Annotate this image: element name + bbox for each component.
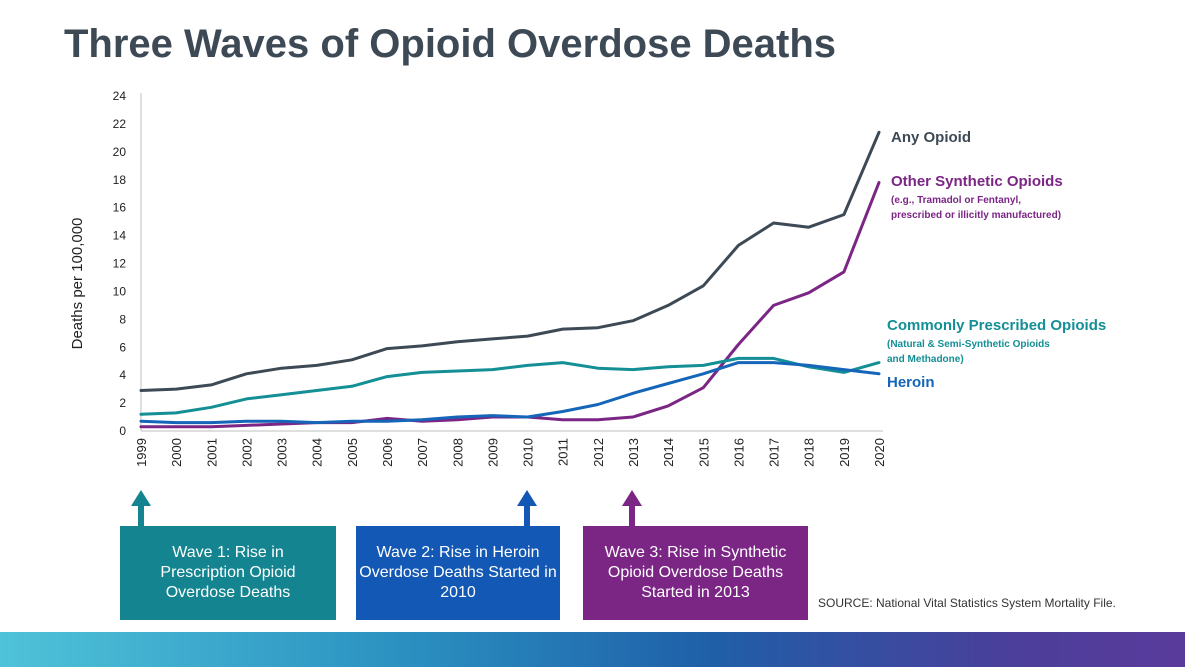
wave-2-arrow-icon xyxy=(517,490,537,526)
x-tick-label: 2012 xyxy=(591,438,606,467)
y-tick-label: 18 xyxy=(113,173,127,187)
x-tick-label: 2018 xyxy=(802,438,817,467)
x-tick-label: 2020 xyxy=(872,438,887,467)
y-tick-label: 2 xyxy=(119,396,126,410)
wave-1-arrow-icon xyxy=(131,490,151,526)
wave-3-arrow-icon xyxy=(622,490,642,526)
x-tick-label: 2011 xyxy=(556,438,571,466)
y-tick-label: 20 xyxy=(113,145,127,159)
y-tick-label: 12 xyxy=(113,257,127,271)
x-tick-label: 1999 xyxy=(134,438,149,467)
series-line-any-opioid xyxy=(139,130,881,392)
page-title: Three Waves of Opioid Overdose Deaths xyxy=(64,22,837,66)
x-tick-label: 2003 xyxy=(275,438,290,467)
x-tick-label: 2007 xyxy=(415,438,430,467)
y-tick-label: 6 xyxy=(119,340,126,354)
wave-1-box: Wave 1: Rise in Prescription Opioid Over… xyxy=(120,526,336,620)
label-other-synthetic-note-1: (e.g., Tramadol or Fentanyl, xyxy=(891,195,1022,206)
x-tick-label: 2015 xyxy=(696,438,711,467)
x-tick-label: 2016 xyxy=(731,438,746,467)
wave-2-label: Wave 2: Rise in Heroin Overdose Deaths S… xyxy=(359,544,557,601)
series-line-heroin xyxy=(139,361,881,425)
wave-2-box: Wave 2: Rise in Heroin Overdose Deaths S… xyxy=(356,526,560,620)
y-tick-label: 22 xyxy=(113,117,127,131)
x-tick-label: 2004 xyxy=(310,438,325,467)
series-line-commonly-prescribed-opioids xyxy=(139,356,881,416)
label-commonly-prescribed-note-2: and Methadone) xyxy=(887,354,964,365)
x-tick-label: 2008 xyxy=(450,438,465,467)
label-any-opioid-name: Any Opioid xyxy=(891,129,971,146)
x-tick-label: 2019 xyxy=(837,438,852,467)
wave-3-box: Wave 3: Rise in Synthetic Opioid Overdos… xyxy=(583,526,808,620)
label-commonly-prescribed-note-1: (Natural & Semi-Synthetic Opioids xyxy=(887,339,1050,350)
y-tick-label: 14 xyxy=(113,229,127,243)
label-heroin-name: Heroin xyxy=(887,374,935,391)
y-tick-label: 4 xyxy=(119,368,126,382)
x-tick-label: 2017 xyxy=(767,438,782,467)
wave-1-label: Wave 1: Rise in Prescription Opioid Over… xyxy=(160,544,296,601)
x-tick-label: 2014 xyxy=(661,438,676,467)
label-other-synthetic-name: Other Synthetic Opioids xyxy=(891,173,1063,190)
y-tick-label: 10 xyxy=(113,284,127,298)
wave-3-label: Wave 3: Rise in Synthetic Opioid Overdos… xyxy=(604,544,787,601)
x-tick-label: 2000 xyxy=(169,438,184,467)
y-tick-label: 8 xyxy=(119,312,126,326)
x-tick-label: 2006 xyxy=(380,438,395,467)
label-any-opioid: Any Opioid xyxy=(891,129,971,146)
label-other-synthetic-note-2: prescribed or illicitly manufactured) xyxy=(891,210,1062,221)
footer-band xyxy=(0,632,1185,667)
label-commonly-prescribed: Commonly Prescribed Opioids (Natural & S… xyxy=(887,317,1106,367)
label-other-synthetic: Other Synthetic Opioids (e.g., Tramadol … xyxy=(891,173,1063,223)
x-tick-label: 2005 xyxy=(345,438,360,467)
y-tick-label: 16 xyxy=(113,201,127,215)
label-heroin: Heroin xyxy=(887,374,935,391)
y-tick-label: 0 xyxy=(119,424,126,438)
series-line-other-synthetic-opioids xyxy=(139,181,881,429)
y-axis-title: Deaths per 100,000 xyxy=(69,218,86,350)
x-tick-label: 2001 xyxy=(204,438,219,467)
source-note: SOURCE: National Vital Statistics System… xyxy=(818,596,1116,610)
x-tick-label: 2013 xyxy=(626,438,641,467)
x-tick-label: 2002 xyxy=(239,438,254,467)
label-commonly-prescribed-name: Commonly Prescribed Opioids xyxy=(887,317,1107,334)
x-tick-label: 2009 xyxy=(485,438,500,467)
x-tick-label: 2010 xyxy=(521,438,536,467)
y-tick-label: 24 xyxy=(113,89,127,103)
